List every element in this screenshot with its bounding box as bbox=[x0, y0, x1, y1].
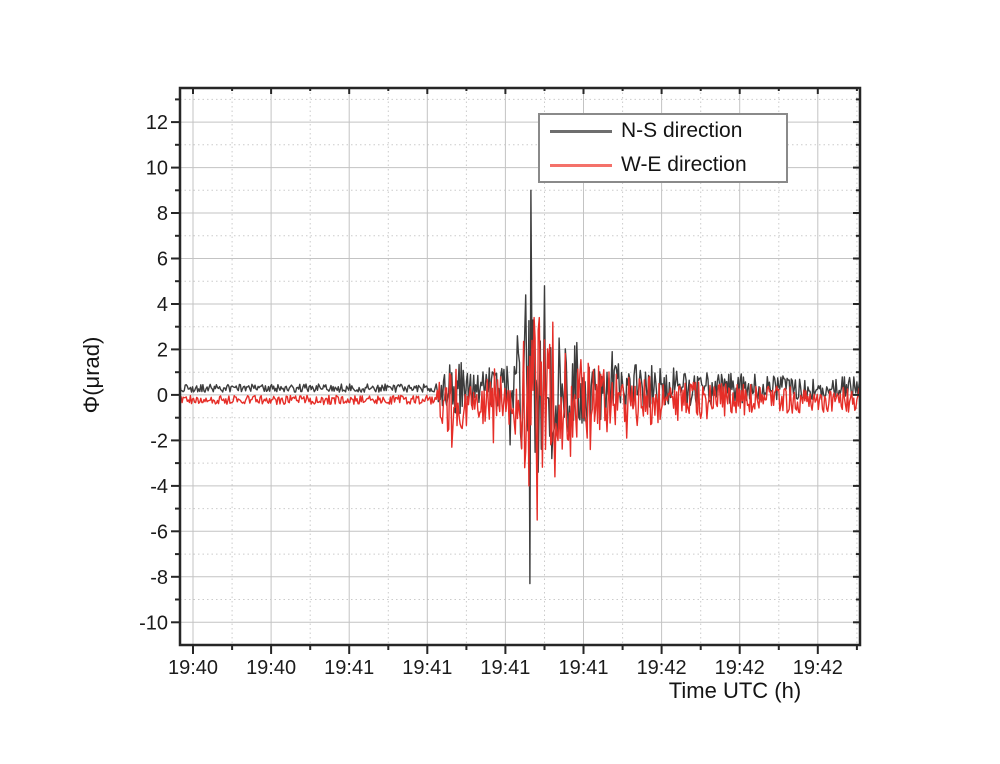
axis-ticks bbox=[171, 88, 860, 654]
x-tick-label: 19:41 bbox=[402, 657, 452, 679]
legend-label-we: W-E direction bbox=[621, 153, 747, 176]
legend-entry-ns: N-S direction bbox=[540, 116, 786, 146]
legend-line-we-icon bbox=[550, 163, 612, 167]
axis-tick-labels: 12 10 8 6 4 2 0 -2 -4 -6 -8 -10 19:40 19:40 19:41 19:41… bbox=[139, 112, 843, 679]
y-tick-label: 0 bbox=[157, 385, 168, 407]
x-tick-label: 19:42 bbox=[637, 657, 687, 679]
legend: N-S direction W-E direction bbox=[538, 113, 788, 183]
y-tick-label: 6 bbox=[157, 249, 168, 271]
trace-we bbox=[180, 316, 860, 521]
plot-frame bbox=[178, 86, 862, 647]
minor-gridlines bbox=[180, 88, 860, 645]
x-tick-label: 19:41 bbox=[558, 657, 608, 679]
y-axis-title: Φ(μrad) bbox=[79, 337, 104, 414]
x-tick-label: 19:42 bbox=[793, 657, 843, 679]
y-tick-label: 10 bbox=[146, 158, 168, 180]
x-tick-label: 19:42 bbox=[715, 657, 765, 679]
legend-label-ns: N-S direction bbox=[621, 119, 743, 142]
x-axis-title: Time UTC (h) bbox=[669, 678, 801, 703]
legend-line-ns-icon bbox=[550, 129, 612, 133]
y-tick-label: -8 bbox=[150, 567, 168, 589]
x-tick-label: 19:41 bbox=[324, 657, 374, 679]
y-tick-label: -4 bbox=[150, 476, 168, 498]
waveform-traces bbox=[180, 189, 860, 585]
y-tick-label: 8 bbox=[157, 203, 168, 225]
trace-ns bbox=[180, 189, 860, 585]
y-tick-label: 4 bbox=[157, 294, 168, 316]
x-tick-label: 19:41 bbox=[480, 657, 530, 679]
y-tick-label: -10 bbox=[139, 612, 168, 634]
y-tick-label: -2 bbox=[150, 430, 168, 452]
y-tick-label: 2 bbox=[157, 339, 168, 361]
y-tick-label: 12 bbox=[146, 112, 168, 134]
x-tick-label: 19:40 bbox=[246, 657, 296, 679]
legend-entry-we: W-E direction bbox=[540, 150, 786, 180]
y-tick-label: -6 bbox=[150, 521, 168, 543]
x-tick-label: 19:40 bbox=[168, 657, 218, 679]
